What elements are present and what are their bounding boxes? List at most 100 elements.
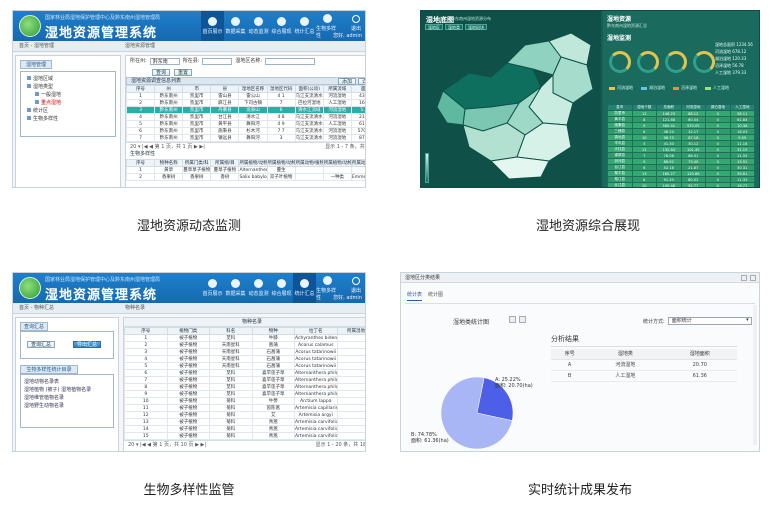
catalog-link[interactable]: 湿地野生动物名录 bbox=[24, 403, 65, 409]
nav-item-bio[interactable]: 生物多样性 bbox=[316, 273, 339, 303]
table-cell: 3 bbox=[266, 134, 296, 142]
add-button[interactable]: 添加 bbox=[337, 78, 356, 85]
table-row[interactable]: A 河流湿地 20.70 bbox=[551, 359, 737, 371]
tab-wetland-mgmt[interactable]: 湿地管理 bbox=[20, 60, 52, 69]
catalog-link[interactable]: 湿地维管植物名录 bbox=[24, 395, 65, 401]
table-row[interactable]: 10 被子植物 菊科 牛蒡 Arctium lappa bbox=[124, 397, 365, 405]
stat-mode-select[interactable]: 面积统计 bbox=[667, 317, 752, 325]
catalog-link[interactable]: 湿地植物 (被子) 湿地植物名录 bbox=[24, 387, 92, 393]
table-row[interactable]: 榕江县 8 91.35 80.02 0 11.33 bbox=[607, 176, 755, 183]
table-cell: 570.05 bbox=[350, 127, 365, 135]
table-row[interactable]: 1黄草蔓草草子植物蔓草子植物Alternanthera philo.蔓生 bbox=[125, 166, 365, 174]
nav-item-home[interactable]: 首页展示 bbox=[201, 273, 224, 303]
search-button[interactable]: 查询 bbox=[152, 68, 171, 76]
nav-item-collect[interactable]: 数据采集 bbox=[224, 273, 247, 303]
pie-slice-b[interactable] bbox=[440, 376, 513, 450]
tree-node[interactable]: 统计区 bbox=[21, 107, 115, 115]
nav-item-stats[interactable]: 统计汇总 bbox=[293, 11, 316, 41]
table-row[interactable]: 14 被子植物 菊科 青蒿 Artemisia carvifolia bbox=[124, 425, 365, 433]
nav-item-monitor[interactable]: 动态监测 bbox=[247, 11, 270, 41]
query-button[interactable]: 查询汇总 bbox=[27, 341, 56, 348]
table-row[interactable]: B 人工湿地 61.36 bbox=[551, 370, 737, 382]
detail-button[interactable]: 详情 bbox=[357, 78, 365, 85]
wetland-name-input[interactable] bbox=[265, 58, 316, 65]
power-icon bbox=[351, 277, 360, 285]
reset-button[interactable]: 重置 bbox=[174, 68, 193, 76]
tab-chart[interactable]: 统计图 bbox=[428, 292, 444, 298]
drop-icon bbox=[277, 17, 286, 26]
catalog-link[interactable]: 湿地动物名录表 bbox=[24, 379, 60, 385]
pager-controls[interactable]: 20 ▾ |◀ ◀ 第 1 页，共 1 页 ▶ ▶| bbox=[130, 144, 205, 150]
table-row[interactable]: 15 被子植物 菊科 青蒿 Artemisia carvifolia bbox=[124, 432, 365, 440]
nav-item-monitor[interactable]: 动态监测 bbox=[247, 273, 270, 303]
table-row[interactable]: 4 被子植物 天南星科 石菖蒲 Acorus tatarinowii bbox=[124, 355, 365, 363]
tab-query[interactable]: 查询汇总 bbox=[20, 322, 48, 331]
app-subtitle: 国家林业局湿地保护管理中心及黔东南州湿地管理局 bbox=[45, 15, 161, 21]
chip-region[interactable]: 湿地区 bbox=[425, 24, 443, 30]
tab-catalog[interactable]: 生物多样性统计目录 bbox=[20, 365, 78, 374]
tree-node[interactable]: 重点湿地 bbox=[21, 99, 115, 107]
table-row[interactable]: 7黔东南州凯里市镇远县舞阳河3乌江支流清水江河流湿地87.16 bbox=[125, 134, 365, 142]
table-row[interactable]: 黎平县 13 160.27 120.66 0 39.61 bbox=[607, 170, 755, 177]
table-cell: 河流湿地 bbox=[322, 127, 352, 135]
table-row[interactable]: 12 被子植物 菊科艾 Artemisia argyi bbox=[124, 411, 365, 419]
table-cell: 14 bbox=[124, 425, 168, 433]
table-cell: 乌江支流清水江 bbox=[294, 113, 324, 121]
tree-node[interactable]: 湿地区域 bbox=[21, 75, 115, 83]
tab-table[interactable]: 统计表 bbox=[407, 291, 423, 301]
nav-item-display[interactable]: 综合展现 bbox=[270, 273, 293, 303]
state-select[interactable]: 黔东南 bbox=[149, 58, 180, 65]
legend-label: 河流湿地 bbox=[617, 85, 633, 90]
tree-node[interactable]: 生物多样性 bbox=[21, 115, 115, 123]
chip-patch[interactable]: 湿地斑块 bbox=[465, 24, 487, 30]
nav-item-home[interactable]: 首页展示 bbox=[201, 11, 224, 41]
tree-node[interactable]: 一般湿地 bbox=[21, 91, 115, 99]
table-row[interactable]: 13 被子植物 菊科 青蒿 Artemisia carvifolia bbox=[124, 418, 365, 426]
close-icon[interactable] bbox=[750, 275, 756, 281]
nav-item-stats[interactable]: 统计汇总 bbox=[293, 273, 316, 303]
breadcrumb: 首页 - 湿地管理 湿地资源管理 bbox=[13, 41, 365, 52]
print-icon[interactable] bbox=[509, 316, 516, 323]
logout-button[interactable]: 退出 bbox=[351, 15, 361, 32]
table-row[interactable]: 2 被子植物 天南星科 菖蒲 Acorus calamus bbox=[124, 341, 365, 349]
table-cell: 人工湿地 bbox=[322, 99, 352, 107]
export-button[interactable]: 导出汇总 bbox=[73, 341, 102, 348]
tree-node[interactable]: 湿地类型 bbox=[21, 83, 115, 91]
nav-item-bio[interactable]: 生物多样性 bbox=[316, 11, 339, 41]
nav-item-display[interactable]: 综合展现 bbox=[270, 11, 293, 41]
county-select[interactable] bbox=[202, 58, 233, 65]
scrollbar[interactable] bbox=[753, 305, 757, 445]
table-row[interactable]: 3 被子植物 天南星科 石菖蒲 Acorus tatarinowii bbox=[124, 348, 365, 356]
table-row[interactable]: 剑河县 9 88.92 73.40 0 15.52 bbox=[607, 158, 755, 165]
caption-1: 湿地资源动态监测 bbox=[136, 219, 241, 234]
pie-slice-a[interactable] bbox=[476, 377, 514, 421]
nav-item-collect[interactable]: 数据采集 bbox=[224, 11, 247, 41]
table-row[interactable]: 从江县 10 109.48 92.77 0 16.71 bbox=[607, 182, 755, 187]
table-cell: 15 bbox=[124, 432, 168, 440]
chip-type[interactable]: 湿地类 bbox=[445, 24, 463, 30]
table-row[interactable]: 5 被子植物 天南星科 石菖蒲 Acorus tatarinowii bbox=[124, 362, 365, 370]
table-row[interactable]: 11 被子植物 菊科 茵陈蒿 Artemisia capillaris bbox=[124, 404, 365, 412]
maximize-icon[interactable] bbox=[741, 275, 747, 281]
caption-3: 生物多样性监管 bbox=[143, 483, 235, 498]
table-cell: 黔东南州 bbox=[154, 99, 184, 107]
table-cell: 蔓草草子植物 bbox=[182, 166, 212, 174]
table-row[interactable]: 镇远县 10 96.75 87.16 0 9.59 bbox=[607, 134, 755, 141]
export-icon[interactable] bbox=[519, 316, 526, 323]
pager-controls[interactable]: 20 ▾ |◀ ◀ 第 1 页，共 10 页 ▶ ▶| bbox=[128, 442, 207, 448]
table-cell: 黄平县 bbox=[210, 120, 240, 128]
wetland-map[interactable]: 湿地底图 黔东南州湿地资源分布 湿地区 湿地类 湿地斑块 bbox=[421, 11, 601, 187]
logout-button[interactable]: 退出 bbox=[351, 277, 361, 294]
